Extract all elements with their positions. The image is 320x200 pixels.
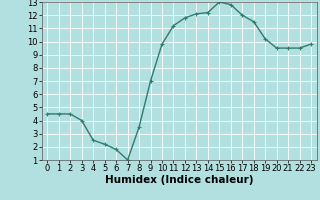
X-axis label: Humidex (Indice chaleur): Humidex (Indice chaleur)	[105, 175, 253, 185]
